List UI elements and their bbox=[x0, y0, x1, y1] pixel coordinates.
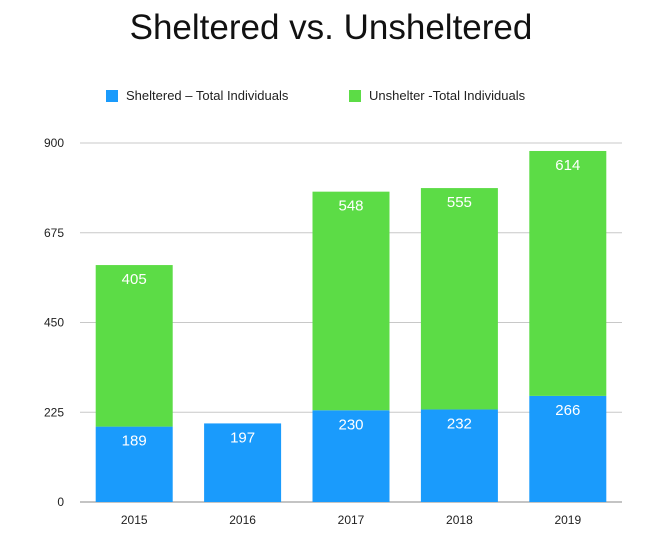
bar-sheltered-2016 bbox=[204, 423, 282, 502]
x-tick-label-2015: 2015 bbox=[121, 513, 148, 527]
legend-item-unsheltered: Unshelter -Total Individuals bbox=[349, 88, 525, 103]
legend-swatch-sheltered bbox=[106, 89, 118, 102]
legend-label-unsheltered: Unshelter -Total Individuals bbox=[369, 88, 526, 103]
bar-unsheltered-2018 bbox=[420, 188, 498, 410]
bar-sheltered-2017 bbox=[312, 410, 390, 502]
data-label-sheltered-2019: 266 bbox=[555, 402, 580, 419]
y-tick-label-900: 900 bbox=[44, 136, 64, 150]
bar-sheltered-2015 bbox=[95, 426, 173, 502]
y-tick-label-450: 450 bbox=[44, 316, 64, 330]
y-tick-label-675: 675 bbox=[44, 226, 64, 240]
chart-legend: Sheltered – Total Individuals Unshelter … bbox=[0, 88, 662, 108]
y-tick-label-225: 225 bbox=[44, 405, 64, 419]
data-label-sheltered-2015: 189 bbox=[122, 433, 147, 450]
data-label-sheltered-2016: 197 bbox=[230, 429, 255, 446]
legend-label-sheltered: Sheltered – Total Individuals bbox=[126, 88, 289, 103]
data-label-sheltered-2018: 232 bbox=[447, 415, 472, 432]
data-label-unsheltered-2017: 548 bbox=[338, 198, 363, 215]
legend-swatch-unsheltered bbox=[349, 89, 361, 102]
x-tick-label-2018: 2018 bbox=[446, 513, 473, 527]
x-tick-label-2019: 2019 bbox=[554, 513, 581, 527]
data-label-unsheltered-2018: 555 bbox=[447, 194, 472, 211]
chart-title: Sheltered vs. Unsheltered bbox=[129, 8, 533, 47]
bar-unsheltered-2015 bbox=[95, 265, 173, 427]
bar-unsheltered-2019 bbox=[529, 150, 607, 396]
bar-sheltered-2018 bbox=[420, 409, 498, 502]
data-label-unsheltered-2019: 614 bbox=[555, 157, 580, 174]
x-tick-label-2016: 2016 bbox=[229, 513, 256, 527]
legend-item-sheltered: Sheltered – Total Individuals bbox=[106, 88, 288, 103]
bar-unsheltered-2017 bbox=[312, 191, 390, 411]
bar-sheltered-2019 bbox=[529, 395, 607, 502]
y-tick-label-0: 0 bbox=[57, 495, 64, 509]
data-label-unsheltered-2015: 405 bbox=[122, 271, 147, 288]
x-tick-label-2017: 2017 bbox=[338, 513, 365, 527]
data-label-sheltered-2017: 230 bbox=[338, 416, 363, 433]
